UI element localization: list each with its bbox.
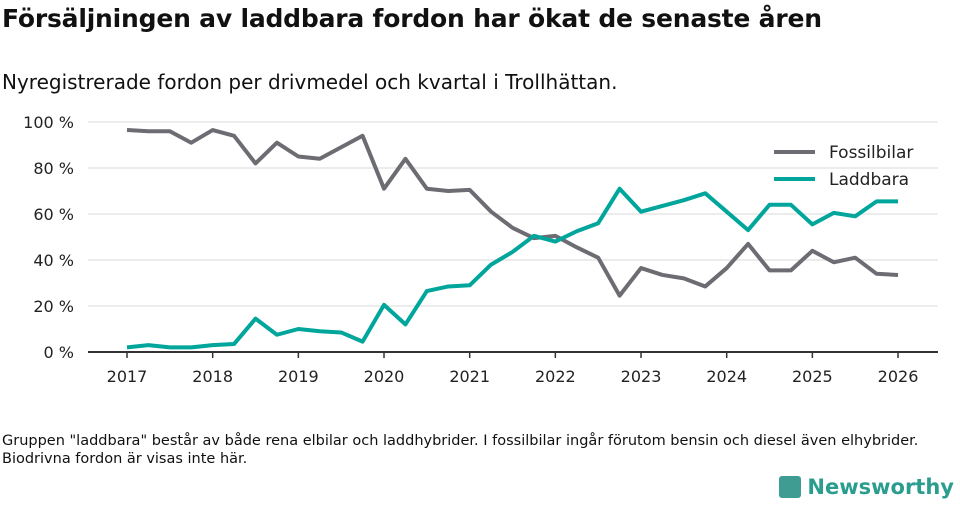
footnote: Gruppen "laddbara" består av både rena e… [2, 433, 919, 467]
chart-subtitle: Nyregistrerade fordon per drivmedel och … [2, 70, 618, 94]
y-tick-label: 60 % [33, 205, 74, 224]
bar-chart-icon [779, 476, 802, 498]
x-tick-label: 2018 [192, 367, 233, 386]
x-tick-label: 2022 [535, 367, 576, 386]
newsworthy-logo: Newsworthy [779, 475, 954, 499]
chart-title: Försäljningen av laddbara fordon har öka… [2, 4, 822, 33]
x-tick-label: 2019 [278, 367, 319, 386]
x-tick-label: 2025 [792, 367, 833, 386]
y-tick-label: 100 % [23, 113, 74, 132]
series-line-fossilbilar [126, 128, 899, 298]
legend-label: Laddbara [829, 170, 909, 190]
x-tick-label: 2017 [107, 367, 148, 386]
y-tick-label: 40 % [33, 251, 74, 270]
series-line-laddbara [126, 186, 899, 350]
y-tick-label: 20 % [33, 297, 74, 316]
legend-label: Fossilbilar [829, 143, 913, 163]
x-tick-label: 2020 [364, 367, 405, 386]
line-chart: 0 % 20 % 40 % 60 % 80 % 100 % 2017 2018 2019 2020… [23, 113, 938, 386]
x-tick-label: 2021 [449, 367, 490, 386]
brand-name: Newsworthy [807, 475, 954, 499]
y-tick-label: 80 % [33, 159, 74, 178]
x-tick-label: 2023 [621, 367, 662, 386]
y-tick-label: 0 % [44, 343, 74, 362]
x-tick-label: 2026 [878, 367, 919, 386]
x-tick-label: 2024 [706, 367, 747, 386]
